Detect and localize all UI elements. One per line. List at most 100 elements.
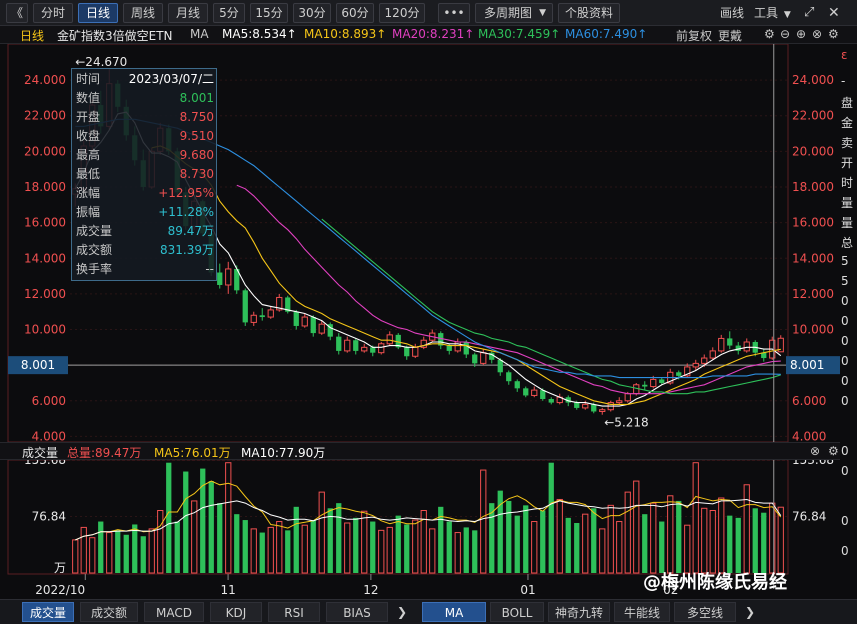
volume-bar	[225, 462, 232, 574]
info-row-volume: 成交量 89.47万	[76, 222, 214, 240]
high-price-marker: ←24.670	[75, 55, 127, 69]
candle-body	[301, 316, 308, 327]
volume-bar	[540, 510, 546, 573]
price-tick-right: 20.000	[792, 144, 834, 158]
period-tab-120min[interactable]: 120分	[379, 3, 425, 23]
ma-label[interactable]: MA	[190, 27, 209, 41]
price-tick-right: 10.000	[792, 323, 834, 337]
tab-magic-nine[interactable]: 神奇九转	[548, 602, 610, 622]
volume-bar	[624, 491, 631, 574]
chevron-down-icon: ▼	[783, 10, 791, 20]
period-tab-weekly[interactable]: 周线	[123, 3, 163, 23]
info-label: 开盘	[76, 110, 101, 124]
info-row-turnover-amount: 成交额 831.39万	[76, 241, 214, 259]
info-label: 数值	[76, 91, 101, 105]
candle-body	[285, 297, 291, 312]
back-button[interactable]: 《	[6, 3, 28, 23]
tab-turnover[interactable]: 成交额	[80, 602, 138, 622]
volume-bar	[556, 498, 563, 574]
period-label: 日线	[20, 29, 45, 43]
volume-bar	[718, 497, 725, 574]
volume-title: 成交量	[22, 446, 59, 460]
candle-body	[293, 311, 299, 326]
more-button[interactable]: •••	[438, 3, 470, 23]
period-tab-15min[interactable]: 15分	[250, 3, 288, 23]
volume-bar	[80, 526, 87, 574]
draw-line-button[interactable]: 画线	[720, 6, 745, 20]
tab-boll[interactable]: BOLL	[490, 602, 544, 622]
adjust-mode[interactable]: 前复权	[676, 29, 713, 43]
period-tab-5min[interactable]: 5分	[213, 3, 245, 23]
restore-icon[interactable]: ⤢	[804, 5, 815, 20]
tools-menu[interactable]: 工具 ▼	[754, 3, 791, 23]
volume-bar	[607, 504, 614, 574]
tab-bull-energy[interactable]: 牛能线	[614, 602, 670, 622]
settings-gear-icon[interactable]: ⚙	[828, 444, 839, 458]
tab-kdj[interactable]: KDJ	[210, 602, 262, 622]
info-label: 涨幅	[76, 186, 101, 200]
tab-volume[interactable]: 成交量	[22, 602, 74, 622]
stock-info-button[interactable]: 个股资料	[558, 3, 620, 23]
volume-bar	[200, 468, 206, 573]
candle-body	[743, 341, 750, 352]
indicator-tabs: 成交量 成交额 MACD KDJ RSI BIAS ❯ MA BOLL 神奇九转…	[0, 599, 857, 624]
panel-char: ε	[841, 48, 848, 62]
volume-bar	[318, 491, 325, 574]
info-value: 89.47万	[167, 224, 214, 238]
volume-bar	[684, 524, 691, 574]
minus-circle-icon[interactable]: ⊖	[780, 27, 791, 41]
info-value: +12.95%	[158, 186, 214, 200]
chevron-right-icon[interactable]: ❯	[744, 605, 756, 619]
plus-circle-icon[interactable]: ⊕	[796, 27, 807, 41]
info-label: 振幅	[76, 205, 101, 219]
settings-icon[interactable]: ⚙	[764, 27, 775, 41]
info-row-open: 开盘 8.750	[76, 108, 214, 126]
price-tick-left: 22.000	[24, 109, 66, 123]
candle-body	[650, 378, 657, 388]
panel-char: 0	[841, 544, 849, 558]
candle-body	[701, 357, 708, 364]
candle-body	[446, 345, 452, 351]
volume-bar	[123, 534, 129, 573]
candle-body	[514, 381, 520, 389]
close-circle-icon[interactable]: ⊗	[810, 444, 821, 458]
settings-gear-icon[interactable]: ⚙	[828, 27, 839, 41]
close-icon[interactable]: ✕	[828, 5, 840, 21]
candle-body	[327, 324, 333, 337]
info-label: 成交量	[76, 224, 113, 238]
volume-bar	[242, 520, 248, 573]
panel-char: 0	[841, 314, 849, 328]
volume-bar	[276, 521, 283, 574]
tab-macd[interactable]: MACD	[144, 602, 204, 622]
panel-char: 卖	[841, 136, 854, 150]
period-tab-minute[interactable]: 分时	[33, 3, 73, 23]
price-tick-left: 24.000	[24, 73, 66, 87]
tab-long-short[interactable]: 多空线	[674, 602, 736, 622]
info-label: 换手率	[76, 262, 113, 276]
tab-bias[interactable]: BIAS	[326, 602, 388, 622]
chevron-right-icon[interactable]: ❯	[396, 605, 408, 619]
candle-body	[353, 340, 359, 351]
volume-bar	[514, 515, 520, 573]
close-circle-icon[interactable]: ⊗	[812, 27, 823, 41]
multi-period-dropdown[interactable]: 多周期图 ▼	[475, 3, 553, 23]
panel-char: -	[841, 74, 846, 88]
date-label: 02	[663, 583, 678, 597]
volume-bar	[633, 480, 640, 574]
period-tab-daily[interactable]: 日线	[78, 3, 118, 23]
info-value: +11.28%	[158, 205, 214, 219]
period-tab-60min[interactable]: 60分	[336, 3, 374, 23]
info-value: --	[205, 262, 214, 276]
candle-body	[727, 338, 733, 346]
date-label: 11	[220, 583, 235, 597]
tab-ma[interactable]: MA	[422, 602, 486, 622]
period-tab-monthly[interactable]: 月线	[168, 3, 208, 23]
period-tab-30min[interactable]: 30分	[293, 3, 331, 23]
volume-bar	[132, 524, 138, 573]
tab-rsi[interactable]: RSI	[268, 602, 320, 622]
panel-char: 0	[841, 464, 849, 478]
volume-tick-right: 76.84	[792, 510, 826, 524]
candle-body	[497, 359, 503, 373]
replay-button[interactable]: 更戴	[718, 29, 743, 43]
candle-body	[404, 347, 410, 357]
